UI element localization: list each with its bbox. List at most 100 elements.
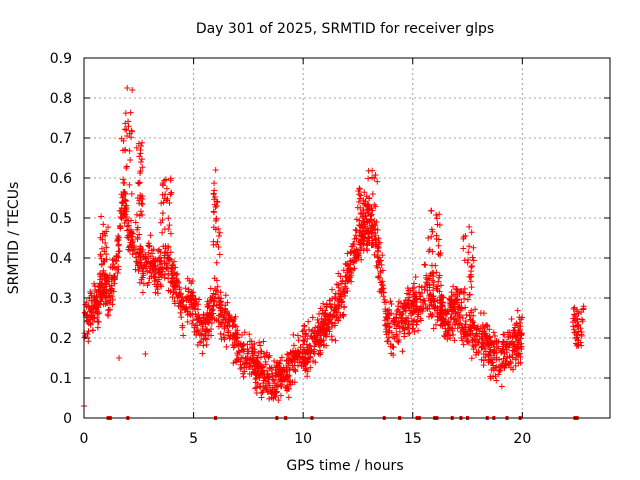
data-point (375, 240, 382, 247)
y-tick-label: 0.3 (50, 291, 72, 307)
data-point (103, 293, 110, 300)
data-point (299, 353, 306, 360)
data-point (182, 295, 189, 302)
data-point (360, 218, 367, 225)
data-point (169, 261, 176, 268)
data-point (137, 194, 144, 201)
data-point (452, 292, 459, 299)
data-point (167, 191, 174, 198)
data-point (452, 308, 459, 315)
data-point (403, 317, 410, 324)
data-point (328, 304, 335, 311)
data-point (133, 254, 140, 261)
data-point (340, 303, 347, 310)
data-point (574, 334, 581, 341)
data-point (135, 140, 142, 147)
data-point (405, 296, 412, 303)
data-point (167, 249, 174, 256)
data-point (472, 306, 479, 313)
data-point (168, 272, 175, 279)
data-point (307, 332, 314, 339)
data-point (215, 225, 222, 232)
data-point (162, 245, 169, 252)
data-point (481, 324, 488, 331)
y-axis-label: SRMTID / TECUs (6, 182, 22, 295)
data-point (212, 217, 219, 224)
data-point (162, 176, 169, 183)
data-point (213, 259, 220, 266)
data-point (108, 285, 115, 292)
data-point (418, 284, 425, 291)
data-point (121, 189, 128, 196)
data-point (194, 341, 201, 348)
data-point (219, 311, 226, 318)
data-point (89, 314, 96, 321)
data-point (506, 329, 513, 336)
data-point (379, 282, 386, 289)
data-point (184, 318, 191, 325)
data-point (178, 314, 185, 321)
data-point (280, 376, 287, 383)
data-point (177, 309, 184, 316)
data-point (454, 325, 461, 332)
data-point (121, 220, 128, 227)
data-point (257, 348, 264, 355)
data-point (476, 336, 483, 343)
data-point (315, 340, 322, 347)
data-point (98, 213, 105, 220)
data-point (286, 365, 293, 372)
data-point (224, 329, 231, 336)
data-point (307, 364, 314, 371)
data-point (369, 174, 376, 181)
data-point (578, 329, 585, 336)
data-point (161, 271, 168, 278)
data-point (493, 337, 500, 344)
data-point (473, 330, 480, 337)
data-point (244, 341, 251, 348)
data-point (411, 284, 418, 291)
data-point (201, 331, 208, 338)
y-tick-label: 0 (63, 411, 72, 427)
data-point (259, 371, 266, 378)
data-point (348, 272, 355, 279)
data-point (281, 375, 288, 382)
data-point (209, 306, 216, 313)
data-point (268, 390, 275, 397)
data-point (316, 311, 323, 318)
data-point (442, 325, 449, 332)
data-point (340, 267, 347, 274)
data-point (105, 224, 111, 231)
data-point (429, 228, 436, 235)
data-point (139, 289, 146, 296)
data-point (331, 322, 338, 329)
data-point (120, 176, 127, 183)
data-point (100, 267, 107, 274)
data-point (138, 208, 145, 215)
data-point (579, 318, 586, 325)
data-point (188, 320, 195, 327)
data-point (353, 216, 360, 223)
data-point (152, 289, 159, 296)
data-point (215, 312, 222, 319)
data-point (246, 370, 253, 377)
data-point (344, 288, 351, 295)
data-point (102, 239, 109, 246)
data-point (278, 372, 285, 379)
data-points (81, 85, 587, 420)
data-point (326, 319, 333, 326)
data-point (139, 164, 146, 171)
data-point (485, 342, 492, 349)
data-point (351, 248, 358, 255)
data-point (304, 359, 311, 366)
data-point (167, 230, 174, 237)
data-point (146, 243, 153, 250)
data-point (338, 291, 345, 298)
data-point (323, 328, 330, 335)
data-point (300, 333, 307, 340)
data-point (358, 256, 365, 263)
data-point (241, 329, 248, 336)
data-point (394, 333, 401, 340)
data-point (125, 118, 132, 125)
data-point (487, 357, 494, 364)
axis-ticks: 0 0.1 0.2 0.3 0.4 0.5 0.6 0.7 0.8 0.9 0 5 10 15 20 (50, 51, 610, 447)
